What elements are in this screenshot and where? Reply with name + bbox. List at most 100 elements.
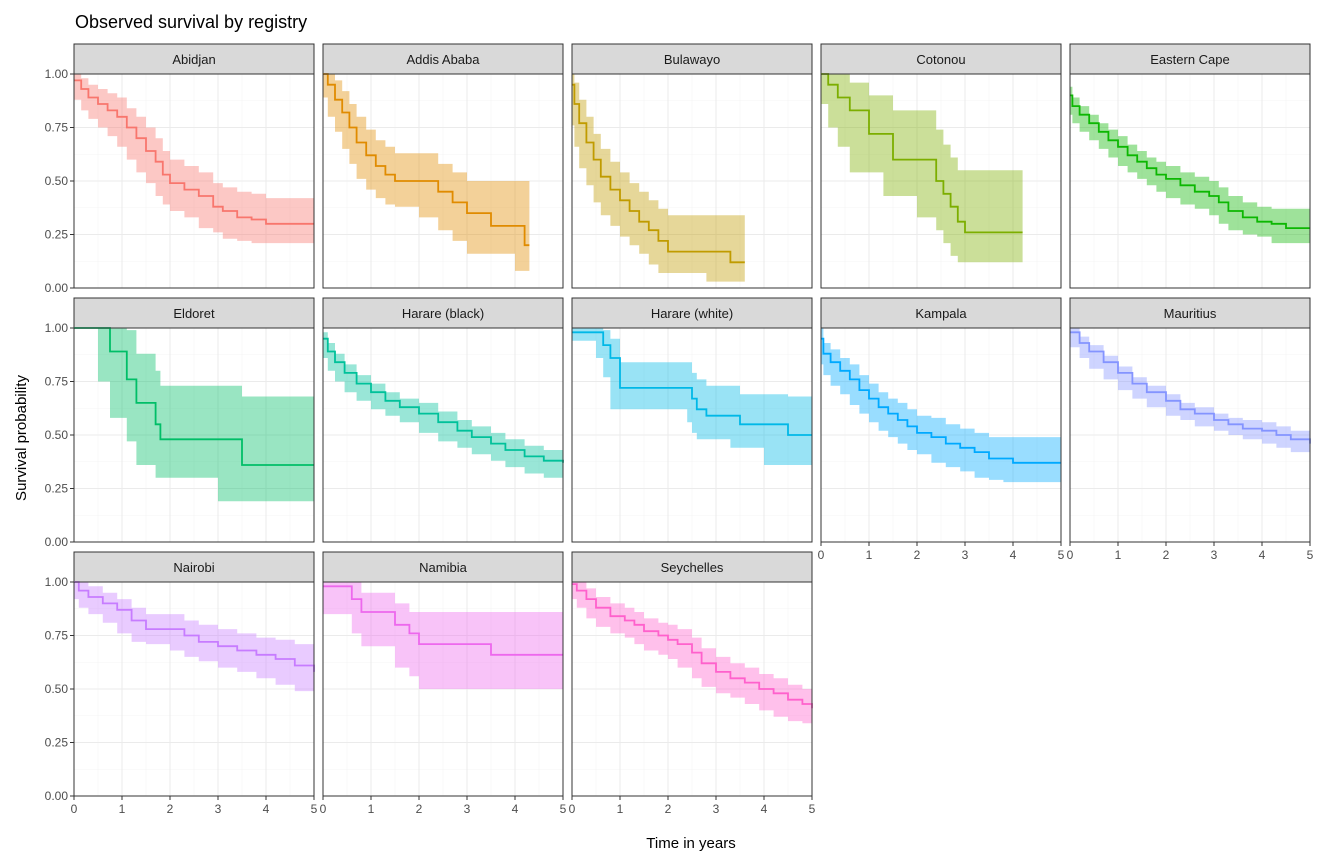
- x-tick-label: 0: [818, 548, 825, 562]
- x-tick-label: 5: [809, 802, 816, 816]
- facet-strip: [820, 297, 1062, 329]
- y-axis-title: Survival probability: [13, 375, 30, 501]
- panel-border: [571, 581, 813, 797]
- facet-strip-label: Seychelles: [661, 560, 724, 575]
- x-tick-label: 2: [167, 802, 174, 816]
- x-tick-label: 3: [713, 802, 720, 816]
- facet-strip: [322, 297, 564, 329]
- facet-strip-label: Eldoret: [173, 306, 215, 321]
- facet-strip-label: Eastern Cape: [1150, 52, 1230, 67]
- facet-strip: [1069, 43, 1311, 75]
- facet-strip-label: Mauritius: [1164, 306, 1217, 321]
- x-tick-label: 4: [512, 802, 519, 816]
- facet-panels: Abidjan 0.00 0.25 0.50 0.75 1.00 Addis Ababa Bu…: [45, 43, 1314, 816]
- facet-panel: Seychelles 0 1 2 3 4 5: [569, 551, 816, 816]
- confidence-band: [572, 74, 745, 282]
- confidence-band: [1070, 328, 1310, 453]
- survival-curve: [323, 585, 563, 656]
- confidence-band: [323, 332, 563, 478]
- y-tick-label: 0.50: [45, 174, 69, 188]
- x-tick-label: 0: [1067, 548, 1074, 562]
- panel-border: [571, 73, 813, 289]
- facet-panel: Addis Ababa: [322, 43, 564, 289]
- confidence-band: [821, 328, 1061, 483]
- facet-strip-label: Abidjan: [172, 52, 215, 67]
- x-tick-label: 2: [1163, 548, 1170, 562]
- x-tick-label: 5: [560, 802, 567, 816]
- facet-panel: Abidjan 0.00 0.25 0.50 0.75 1.00: [45, 43, 315, 295]
- y-tick-label: 0.25: [45, 228, 69, 242]
- x-tick-label: 5: [1307, 548, 1314, 562]
- facet-strip-label: Cotonou: [916, 52, 965, 67]
- facet-panel: Nairobi 0.00 0.25 0.50 0.75 1.00 0 1 2 3 4 5: [45, 551, 318, 816]
- y-tick-label: 1.00: [45, 575, 69, 589]
- x-tick-label: 0: [71, 802, 78, 816]
- panel-border: [820, 73, 1062, 289]
- x-tick-label: 1: [368, 802, 375, 816]
- survival-curve: [323, 337, 564, 463]
- y-tick-label: 0.00: [45, 281, 69, 295]
- facet-strip: [73, 43, 315, 75]
- confidence-band: [323, 582, 563, 689]
- facet-strip-label: Kampala: [915, 306, 967, 321]
- y-tick-label: 0.75: [45, 375, 69, 389]
- facet-strip-label: Addis Ababa: [406, 52, 480, 67]
- survival-curve: [572, 583, 813, 709]
- x-tick-label: 4: [1259, 548, 1266, 562]
- confidence-band: [74, 74, 314, 244]
- survival-curve: [572, 83, 745, 264]
- x-tick-label: 1: [119, 802, 126, 816]
- facet-strip: [73, 551, 315, 583]
- survival-curve: [323, 73, 530, 247]
- y-tick-label: 0.50: [45, 428, 69, 442]
- facet-strip: [322, 551, 564, 583]
- x-tick-label: 1: [1115, 548, 1122, 562]
- x-tick-label: 2: [914, 548, 921, 562]
- facet-panel: Kampala 0 1 2 3 4 5: [818, 297, 1065, 562]
- chart-title: Observed survival by registry: [75, 12, 307, 32]
- facet-panel: Namibia 0 1 2 3 4 5: [320, 551, 567, 816]
- facet-panel: Harare (black): [322, 297, 564, 543]
- y-tick-label: 0.75: [45, 629, 69, 643]
- panel-border: [571, 327, 813, 543]
- x-tick-label: 0: [320, 802, 327, 816]
- facet-strip-label: Harare (black): [402, 306, 484, 321]
- facet-panel: Harare (white): [571, 297, 813, 543]
- panel-border: [322, 327, 564, 543]
- facet-strip: [73, 297, 315, 329]
- facet-strip-label: Harare (white): [651, 306, 733, 321]
- x-tick-label: 3: [962, 548, 969, 562]
- survival-curve: [74, 327, 314, 466]
- x-tick-label: 0: [569, 802, 576, 816]
- panel-border: [820, 327, 1062, 543]
- confidence-band: [323, 74, 530, 271]
- confidence-band: [821, 74, 1023, 263]
- facet-panel: Mauritius 0 1 2 3 4 5: [1067, 297, 1314, 562]
- survival-curve: [821, 73, 1023, 234]
- x-axis-title: Time in years: [646, 835, 735, 852]
- survival-curve: [1070, 94, 1310, 229]
- x-tick-label: 1: [866, 548, 873, 562]
- y-tick-label: 0.25: [45, 482, 69, 496]
- panel-border: [1069, 327, 1311, 543]
- x-tick-label: 4: [1010, 548, 1017, 562]
- facet-strip-label: Nairobi: [173, 560, 214, 575]
- x-tick-label: 2: [665, 802, 672, 816]
- x-tick-label: 1: [617, 802, 624, 816]
- y-tick-label: 0.50: [45, 682, 69, 696]
- facet-strip: [571, 43, 813, 75]
- survival-curve: [74, 581, 315, 672]
- y-tick-label: 0.25: [45, 736, 69, 750]
- y-tick-label: 0.00: [45, 789, 69, 803]
- x-tick-label: 5: [311, 802, 318, 816]
- survival-curve: [1070, 331, 1311, 444]
- facet-strip-label: Bulawayo: [664, 52, 720, 67]
- panel-border: [322, 73, 564, 289]
- confidence-band: [1070, 86, 1310, 244]
- x-tick-label: 3: [464, 802, 471, 816]
- confidence-band: [74, 328, 314, 502]
- x-tick-label: 3: [215, 802, 222, 816]
- x-tick-label: 4: [761, 802, 768, 816]
- y-tick-label: 1.00: [45, 321, 69, 335]
